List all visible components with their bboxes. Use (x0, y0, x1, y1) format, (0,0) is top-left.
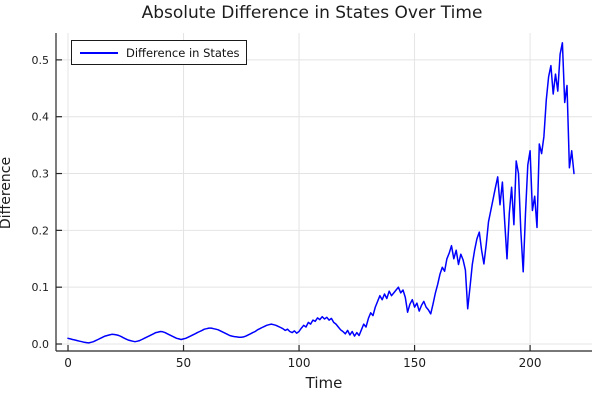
data-line (67, 42, 575, 344)
legend-label: Difference in States (126, 45, 240, 60)
y-tick-label: 0.5 (32, 54, 50, 67)
y-tick-label: 0.3 (32, 168, 50, 181)
y-axis-label: Difference (0, 156, 14, 230)
x-tick-label: 0 (64, 356, 72, 370)
x-axis-label: Time (305, 374, 343, 392)
chart-title: Absolute Difference in States Over Time (141, 3, 483, 23)
x-tick-label: 150 (403, 356, 426, 370)
x-tick-label: 100 (288, 356, 311, 370)
y-tick-label: 0.0 (32, 338, 50, 351)
x-tick-label: 50 (176, 356, 191, 370)
y-tick-label: 0.2 (32, 224, 50, 237)
legend: Difference in States (71, 40, 247, 65)
x-tick-label: 200 (519, 356, 542, 370)
y-tick-label: 0.1 (32, 281, 50, 294)
legend-line-sample (80, 51, 118, 54)
y-tick-label: 0.4 (32, 111, 50, 124)
